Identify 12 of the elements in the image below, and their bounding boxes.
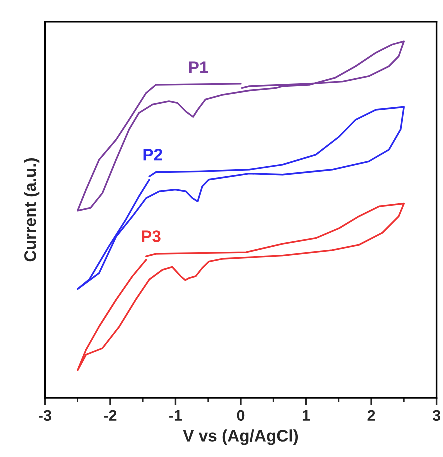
x-tick-label: -1	[170, 410, 182, 421]
x-tick-label: 0	[237, 410, 245, 422]
series-label: P2	[144, 148, 162, 161]
y-axis-title: Current (a.u.)	[24, 158, 40, 262]
x-tick-label: 3	[432, 410, 440, 422]
x-axis-title: V vs (Ag/AgCl)	[183, 430, 298, 446]
x-tick-label: -3	[38, 410, 52, 422]
x-tick-label: 1	[302, 410, 310, 421]
series-label: P1	[189, 62, 208, 74]
x-tick-label: 2	[368, 410, 376, 421]
x-tick-label: -2	[104, 410, 117, 421]
series-label: P3	[142, 230, 161, 242]
